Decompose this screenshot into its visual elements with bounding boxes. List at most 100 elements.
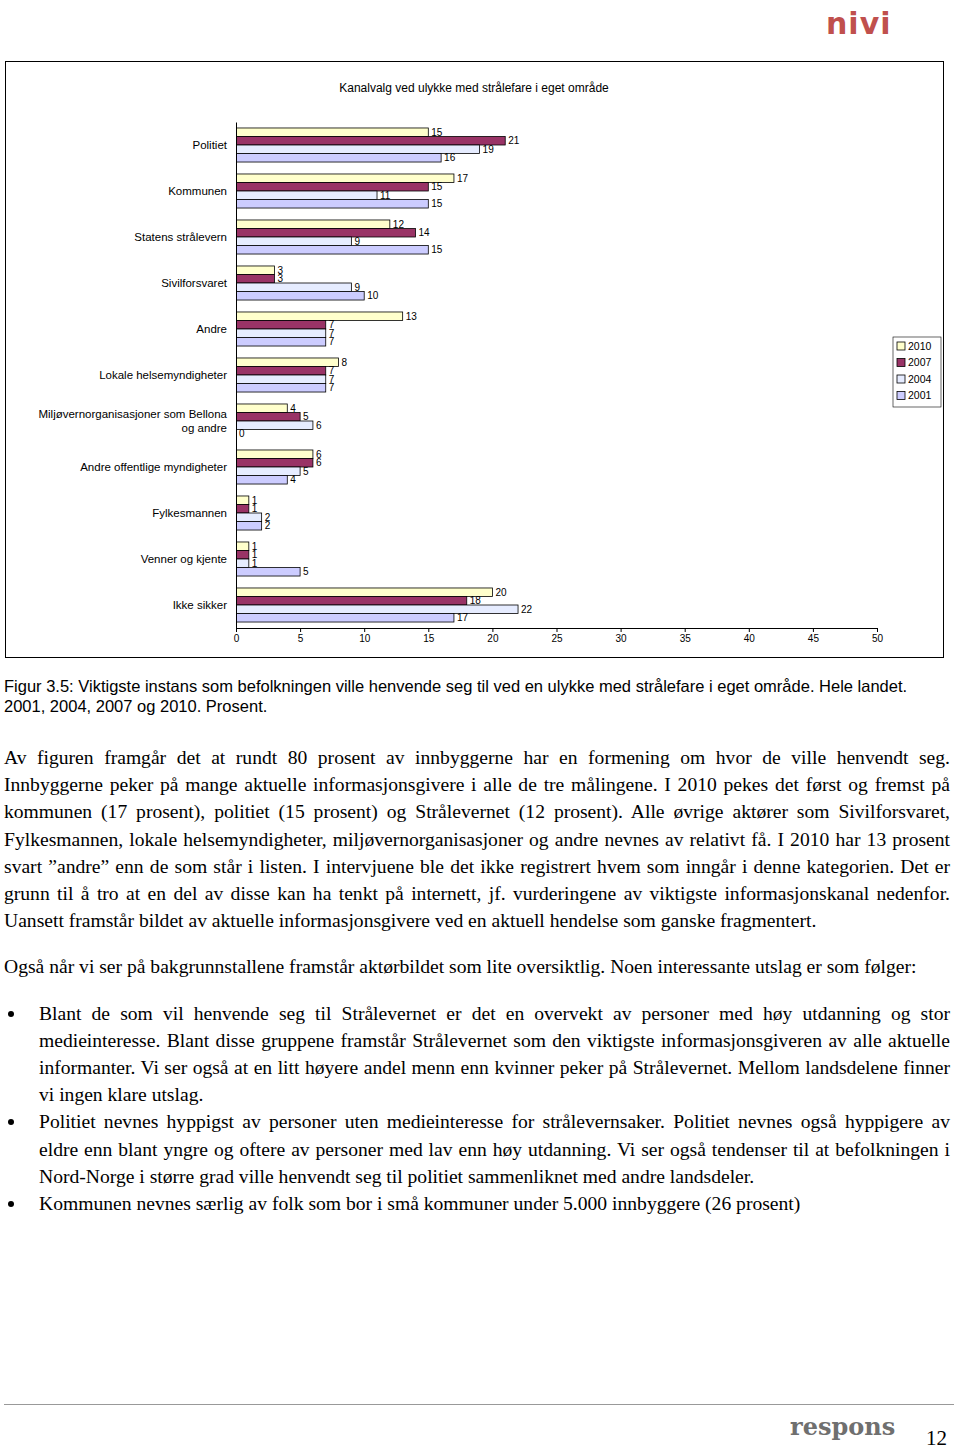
bar: [236, 274, 274, 283]
category-label: Politiet: [192, 139, 227, 151]
data-label: 15: [431, 198, 443, 209]
x-tick-label: 50: [872, 633, 884, 644]
category-label: Andre offentlige myndigheter: [80, 461, 227, 473]
data-label: 9: [354, 282, 360, 293]
x-tick: 30: [616, 628, 628, 644]
data-label: 14: [418, 227, 430, 238]
bar: [236, 200, 428, 209]
x-tick: 10: [359, 628, 371, 644]
y-axis-line: [236, 123, 237, 629]
x-tick-mark: [364, 628, 365, 632]
bar: [236, 246, 428, 255]
data-label: 7: [329, 336, 335, 347]
data-label: 21: [508, 135, 520, 146]
y-tick: Venner og kjente: [141, 553, 227, 565]
legend-swatch: [897, 359, 905, 367]
y-tick: Andre: [196, 323, 227, 335]
legend-swatch: [897, 342, 905, 350]
data-label: 20: [495, 587, 507, 598]
legend-label: 2007: [908, 356, 932, 368]
bar: [236, 375, 326, 384]
bar: [236, 404, 287, 413]
data-label: 9: [354, 236, 360, 247]
legend-swatch: [897, 375, 905, 383]
y-tick: Politiet: [192, 139, 227, 151]
data-label: 8: [342, 357, 348, 368]
bar: [236, 312, 403, 321]
chart-frame: [6, 62, 944, 658]
x-tick: 45: [808, 628, 820, 644]
y-tick: Ikke sikker: [173, 599, 227, 611]
x-tick-mark: [877, 628, 878, 632]
bar: [236, 568, 300, 577]
x-tick-mark: [621, 628, 622, 632]
data-label: 6: [316, 457, 322, 468]
figure-caption: Figur 3.5: Viktigste instans som befolkn…: [4, 676, 949, 716]
bullet-dot: [8, 1011, 14, 1017]
bar: [236, 358, 339, 367]
legend-label: 2010: [908, 340, 932, 352]
bar: [236, 504, 249, 513]
x-tick: 15: [423, 628, 435, 644]
data-label: 4: [290, 474, 296, 485]
chart-title: Kanalvalg ved ulykke med strålefare i eg…: [339, 81, 609, 95]
footer-line: [4, 1404, 954, 1405]
x-tick: 0: [234, 628, 240, 644]
y-tick: Lokale helsemyndigheter: [99, 369, 227, 381]
x-tick-mark: [300, 628, 301, 632]
bar: [236, 614, 454, 623]
bar: [236, 522, 262, 531]
data-labels: 1517123138461120211514377561118191199776…: [239, 127, 533, 624]
bullet-text: Kommunen nevnes særlig av folk som bor i…: [39, 1193, 800, 1214]
x-tick: 20: [487, 628, 499, 644]
bar: [236, 174, 454, 183]
x-tick: 5: [298, 628, 304, 644]
y-tick: Miljøvernorganisasjoner som Bellonaog an…: [38, 408, 227, 434]
bar: [236, 550, 249, 559]
x-tick: 50: [872, 628, 884, 644]
bullet-dot: [8, 1201, 14, 1207]
y-tick: Andre offentlige myndigheter: [80, 461, 227, 473]
bar: [236, 283, 351, 292]
data-label: 0: [239, 428, 245, 439]
bar: [236, 145, 480, 154]
legend-label: 2004: [908, 373, 932, 385]
data-label: 5: [303, 466, 309, 477]
bar: [236, 366, 326, 375]
bar: [236, 476, 287, 485]
category-label: Andre: [196, 323, 227, 335]
bullet-text: Blant de som vil henvende seg til Stråle…: [39, 1003, 950, 1106]
data-label: 6: [316, 420, 322, 431]
bullet-text: Politiet nevnes hyppigst av personer ute…: [39, 1111, 950, 1186]
bullet-item: Kommunen nevnes særlig av folk som bor i…: [39, 1190, 950, 1217]
x-tick-mark: [749, 628, 750, 632]
x-axis-line: [237, 629, 878, 633]
data-label: 2: [265, 520, 271, 531]
x-tick-label: 5: [298, 633, 304, 644]
bar: [236, 128, 428, 137]
bar: [236, 338, 326, 347]
bar: [236, 266, 274, 275]
bar: [236, 384, 326, 393]
bar: [236, 588, 492, 597]
x-tick: 40: [744, 628, 756, 644]
header-logo: nivi: [826, 6, 891, 41]
bar: [236, 292, 364, 301]
data-label: 17: [457, 173, 469, 184]
data-label: 4: [290, 403, 296, 414]
bar: [236, 542, 249, 551]
x-tick: 35: [680, 628, 692, 644]
paragraph: Av figuren framgår det at rundt 80 prose…: [4, 744, 950, 934]
bullet-list: Blant de som vil henvende seg til Stråle…: [4, 1000, 950, 1218]
x-tick-label: 25: [551, 633, 563, 644]
bar-series: [236, 145, 518, 614]
bar: [236, 458, 313, 467]
bar-series: [236, 128, 492, 597]
footer-logo: respons: [790, 1412, 895, 1441]
y-tick: Kommunen: [168, 185, 227, 197]
bullet-item: Blant de som vil henvende seg til Stråle…: [39, 1000, 950, 1109]
category-label: Fylkesmannen: [152, 507, 227, 519]
data-label: 17: [457, 612, 469, 623]
legend-box: [893, 337, 941, 407]
bar: [236, 412, 300, 421]
